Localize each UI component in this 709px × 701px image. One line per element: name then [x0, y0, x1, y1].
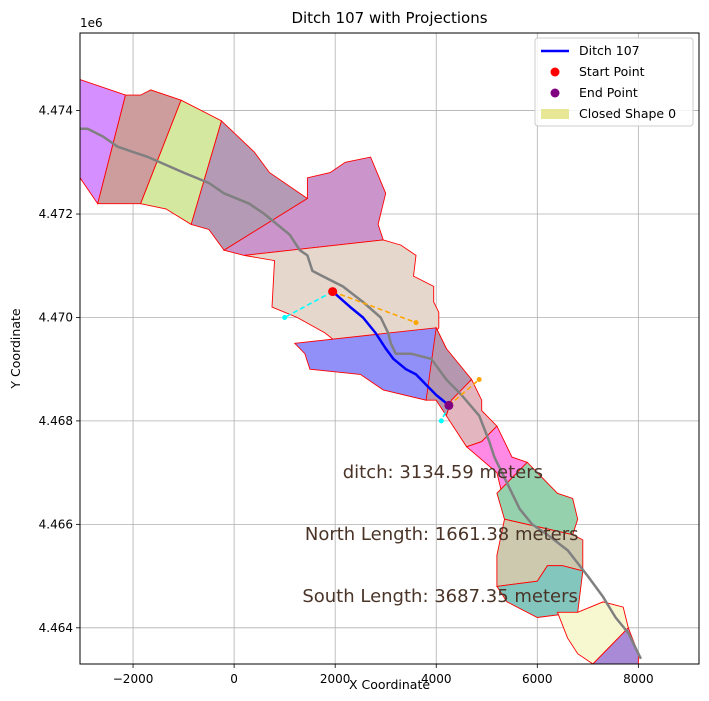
- projection-line: [448, 378, 480, 407]
- legend-patch-swatch: [541, 109, 569, 119]
- projection-line: [332, 290, 417, 324]
- x-tick-label: 6000: [522, 672, 553, 686]
- projection-polygon: [293, 327, 447, 401]
- projection-polygons: [80, 79, 639, 664]
- x-tick-label: 0: [230, 672, 238, 686]
- projection-polygon: [496, 461, 579, 536]
- chart-title: Ditch 107 with Projections: [291, 9, 487, 27]
- projection-polygon: [139, 99, 223, 226]
- y-tick-label: 4.464: [39, 621, 73, 635]
- legend-marker-swatch: [550, 67, 560, 77]
- x-tick-label: 8000: [623, 672, 654, 686]
- y-tick-label: 4.474: [39, 104, 73, 118]
- legend-entry-label: Closed Shape 0: [579, 106, 676, 121]
- axis-ticks: −2000 0 2000 4000 6000 8000 4.464 4.466 4.468 4.4…: [39, 104, 654, 686]
- projection-polygon: [222, 156, 387, 256]
- annotations: ditch: 3134.59 meters North Length: 1661.…: [302, 462, 578, 607]
- projection-endpoint: [282, 314, 288, 320]
- x-tick-label: 2000: [320, 672, 351, 686]
- legend-entry-label: Start Point: [579, 64, 645, 79]
- legend-entry-label: Ditch 107: [579, 43, 640, 58]
- x-tick-label: −2000: [113, 672, 154, 686]
- y-tick-label: 4.468: [39, 414, 73, 428]
- x-tick-label: 4000: [421, 672, 452, 686]
- plot-frame: [79, 32, 700, 665]
- y-tick-label: 4.470: [39, 310, 73, 324]
- y-axis-label: Y Coordinate: [8, 308, 23, 389]
- legend-entry-label: End Point: [579, 85, 638, 100]
- legend: Ditch 107 Start Point End Point Closed Shap…: [534, 37, 694, 127]
- y-tick-label: 4.472: [39, 207, 73, 221]
- start-point-marker: [328, 287, 338, 297]
- length-annotation: North Length: 1661.38 meters: [305, 524, 579, 545]
- projection-line: [284, 290, 334, 319]
- x-axis-label: X Coordinate: [349, 677, 430, 692]
- end-point-marker: [444, 400, 454, 410]
- length-annotation: ditch: 3134.59 meters: [343, 462, 543, 483]
- projection-endpoint: [413, 320, 419, 326]
- projection-endpoint: [476, 377, 482, 383]
- lines: [80, 127, 643, 660]
- legend-box: [534, 37, 694, 127]
- projection-endpoint: [438, 418, 444, 424]
- legend-marker-swatch: [550, 88, 560, 98]
- ditch-107-line: [331, 290, 450, 407]
- y-axis-offset-label: 1e6: [80, 16, 103, 30]
- length-annotation: South Length: 3687.35 meters: [302, 586, 578, 607]
- river-centerline: [80, 127, 643, 660]
- y-tick-label: 4.466: [39, 517, 73, 531]
